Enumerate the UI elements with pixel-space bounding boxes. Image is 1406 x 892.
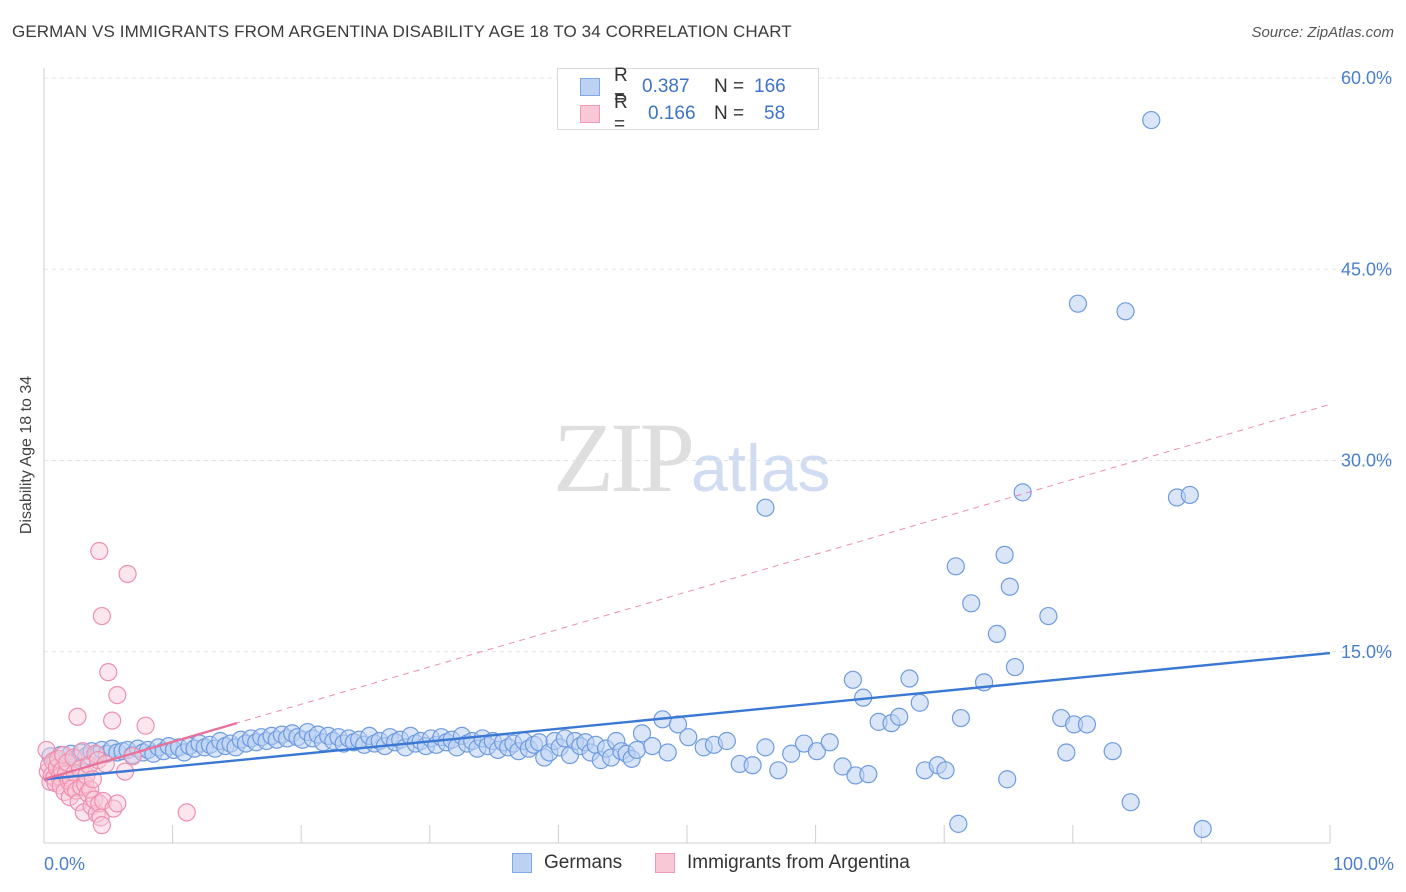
- argentina-point: [177, 803, 196, 822]
- legend-n-label: N =: [714, 103, 745, 124]
- x-tick-label-max: 100.0%: [1333, 854, 1394, 874]
- german-point: [632, 724, 652, 743]
- german-point: [998, 770, 1017, 789]
- german-point: [946, 557, 965, 576]
- y-tick-label: 30.0%: [1341, 451, 1392, 471]
- german-point: [1005, 657, 1025, 677]
- german-point: [1057, 743, 1076, 762]
- argentina-point: [118, 564, 137, 584]
- argentina-point: [92, 606, 111, 626]
- bottom-legend-germans: Germans: [512, 852, 622, 874]
- legend-n-label: N =: [714, 76, 745, 97]
- german-point: [987, 624, 1007, 644]
- germans-points: [41, 110, 1212, 839]
- german-point: [1142, 110, 1161, 130]
- bottom-legend-label-argentina: Immigrants from Argentina: [687, 852, 910, 873]
- german-point: [962, 594, 981, 613]
- german-point: [1193, 819, 1212, 839]
- bottom-legend-swatch-argentina: [655, 853, 675, 873]
- y-tick-label: 15.0%: [1341, 642, 1392, 662]
- argentina-trend-line: [43, 721, 238, 781]
- german-point: [1116, 302, 1135, 321]
- argentina-point: [99, 663, 118, 682]
- german-point: [859, 765, 878, 784]
- legend-n-value: 166: [754, 76, 786, 97]
- legend-r-label: R =: [614, 65, 628, 108]
- german-point: [807, 742, 826, 761]
- german-point: [949, 814, 968, 833]
- x-tick-label-min: 0.0%: [44, 854, 85, 874]
- bottom-legend: Germans Immigrants from Argentina: [0, 852, 1406, 878]
- german-point: [1000, 577, 1019, 596]
- legend-r-label: R =: [614, 92, 628, 135]
- grid-lines: [44, 77, 1392, 653]
- watermark-zip: ZIP: [553, 402, 695, 513]
- argentina-point: [108, 685, 127, 705]
- legend-swatch-germans: [580, 78, 600, 96]
- german-point: [890, 707, 909, 726]
- legend-row-germans: R = 0.387 N = 166: [580, 65, 786, 108]
- bottom-legend-swatch-germans: [512, 853, 532, 873]
- argentina-point: [103, 711, 122, 730]
- watermark-atlas: atlas: [691, 431, 831, 505]
- watermark: ZIPatlas: [553, 400, 830, 515]
- argentina-point: [94, 791, 113, 811]
- german-point: [1068, 294, 1088, 313]
- german-point: [936, 761, 955, 780]
- trend-lines: [43, 403, 1331, 781]
- argentina-point: [136, 716, 155, 735]
- german-point: [782, 744, 801, 763]
- y-tick-label: 45.0%: [1341, 259, 1392, 279]
- german-point: [756, 498, 775, 517]
- german-point: [1013, 483, 1032, 502]
- germans-trend-line: [43, 651, 1331, 781]
- legend-swatch-argentina: [580, 105, 600, 123]
- german-point: [1077, 715, 1097, 734]
- chart-title: GERMAN VS IMMIGRANTS FROM ARGENTINA DISA…: [12, 22, 792, 41]
- argentina-point: [68, 707, 87, 726]
- german-point: [717, 731, 736, 751]
- tick-labels: 15.0% 30.0% 45.0% 60.0% 0.0% 100.0%: [44, 68, 1394, 874]
- german-point: [627, 740, 646, 760]
- argentina-points: [37, 541, 196, 835]
- german-point: [769, 761, 788, 780]
- german-point: [643, 736, 662, 756]
- bottom-legend-argentina: Immigrants from Argentina: [655, 852, 910, 874]
- legend-r-value: 0.387: [642, 76, 690, 97]
- german-point: [820, 733, 839, 752]
- german-point: [1039, 606, 1058, 626]
- german-point: [1180, 485, 1199, 505]
- bottom-legend-label-germans: Germans: [544, 852, 623, 873]
- argentina-point: [64, 748, 83, 767]
- y-tick-label: 60.0%: [1341, 68, 1392, 88]
- german-point: [756, 738, 775, 757]
- argentina-point: [90, 541, 109, 561]
- legend-n-value: 58: [764, 103, 786, 124]
- german-point: [833, 757, 852, 776]
- german-point: [910, 693, 929, 712]
- german-point: [679, 728, 698, 747]
- axes: [43, 68, 1331, 844]
- legend-r-value: 0.166: [648, 103, 696, 124]
- german-point: [900, 669, 919, 688]
- german-point: [1121, 793, 1140, 812]
- legend-row-argentina: R = 0.166 N = 58: [580, 92, 786, 135]
- german-point: [1103, 742, 1122, 761]
- german-point: [995, 545, 1014, 564]
- argentina-trend-extended: [43, 403, 1331, 780]
- german-point: [951, 708, 971, 728]
- german-point: [658, 743, 677, 762]
- source-label: Source: ZipAtlas.com: [1251, 24, 1394, 41]
- german-point: [843, 670, 862, 689]
- argentina-point: [108, 794, 127, 813]
- german-point: [743, 756, 762, 775]
- argentina-point: [92, 816, 111, 835]
- stats-legend: R = 0.387 N = 166 R = 0.166 N = 58: [557, 65, 819, 135]
